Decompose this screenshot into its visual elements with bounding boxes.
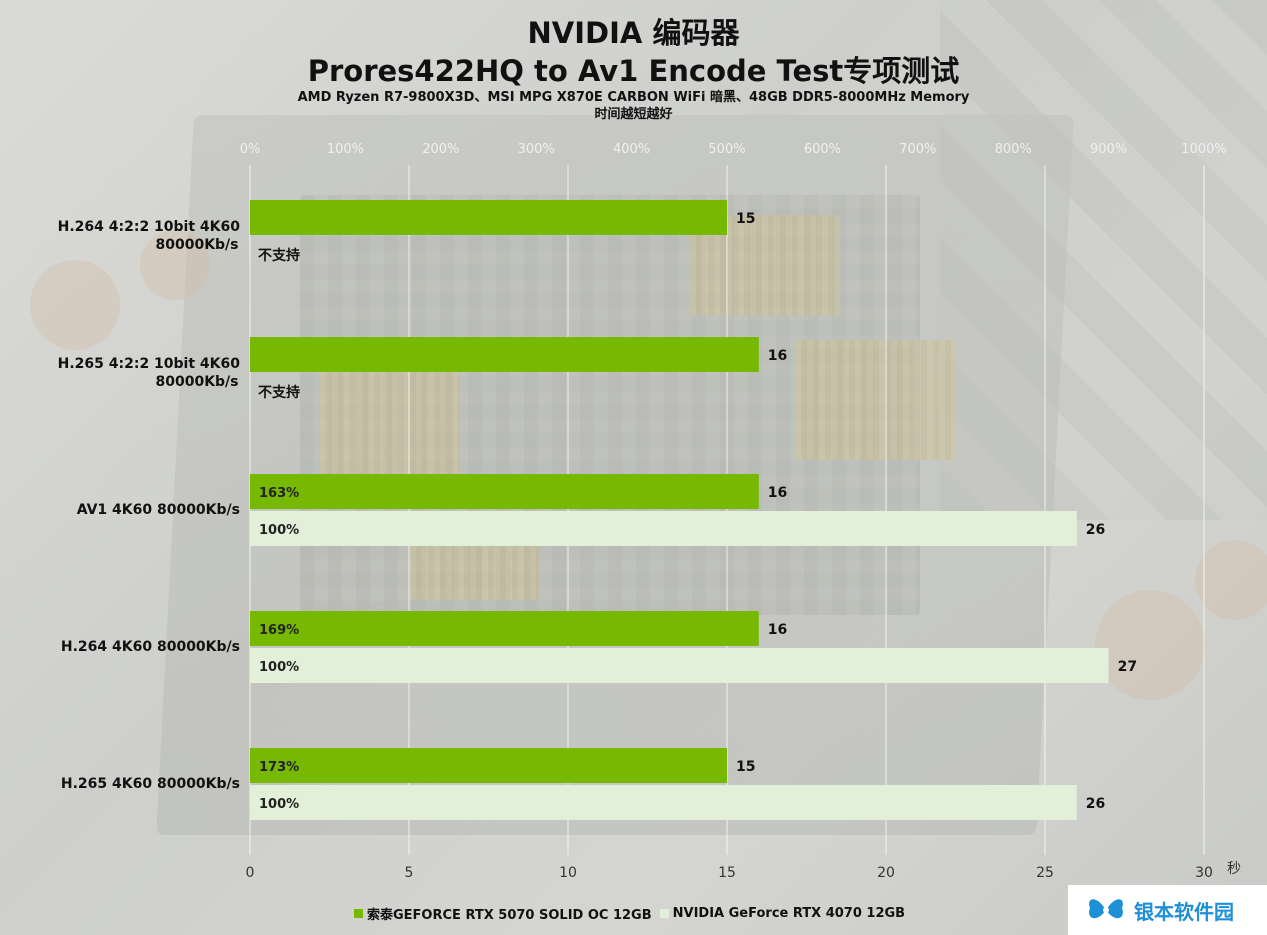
category-label: 80000Kb/s	[155, 374, 238, 390]
top-axis-tick-label: 200%	[422, 142, 459, 157]
bar-percent-label: 100%	[259, 523, 299, 538]
legend-swatch-series2	[659, 909, 669, 918]
bar-percent-label: 100%	[259, 660, 299, 675]
bar-value-label: 26	[1086, 796, 1105, 812]
top-axis-tick-label: 100%	[327, 142, 364, 157]
bar-percent-label: 173%	[259, 760, 299, 775]
chart-note: 时间越短越好	[594, 107, 673, 122]
unsupported-label: 不支持	[258, 384, 300, 401]
category-label: H.264 4K60 80000Kb/s	[61, 639, 240, 655]
legend-label-series2: NVIDIA GeForce RTX 4070 12GB	[672, 906, 906, 921]
bar-series1	[250, 611, 759, 646]
bar-percent-label: 169%	[259, 623, 299, 638]
top-axis-tick-label: 800%	[995, 142, 1032, 157]
x-tick-label: 30	[1195, 865, 1213, 881]
bar-value-label: 26	[1086, 522, 1105, 538]
chart-subtitle: AMD Ryzen R7-9800X3D、MSI MPG X870E CARBO…	[297, 90, 970, 105]
x-tick-label: 15	[718, 865, 736, 881]
bar-series1	[250, 474, 759, 509]
top-axis-tick-label: 500%	[708, 142, 745, 157]
x-tick-label: 20	[877, 865, 895, 881]
x-tick-label: 10	[559, 865, 577, 881]
background-screw-pad	[1195, 540, 1267, 620]
legend-item-series1: 索泰GEFORCE RTX 5070 SOLID OC 12GB	[354, 904, 652, 923]
top-axis-tick-label: 700%	[899, 142, 936, 157]
chart-title: NVIDIA 编码器	[527, 16, 740, 50]
bar-series2	[250, 648, 1109, 683]
logo-text: 银本软件园	[1134, 899, 1234, 924]
background-screw-pad	[140, 230, 210, 300]
site-logo: 银本软件园	[1068, 885, 1267, 935]
background-memory-block	[795, 340, 955, 460]
top-axis-tick-label: 900%	[1090, 142, 1127, 157]
category-label: 80000Kb/s	[155, 237, 238, 253]
legend-label-series1: 索泰GEFORCE RTX 5070 SOLID OC 12GB	[367, 908, 652, 923]
bar-value-label: 27	[1118, 659, 1137, 675]
bar-series2	[250, 785, 1077, 820]
bar-series1	[250, 337, 759, 372]
unsupported-label: 不支持	[258, 247, 300, 264]
x-tick-label: 5	[405, 865, 414, 881]
x-tick-label: 25	[1036, 865, 1054, 881]
top-axis-tick-label: 0%	[240, 142, 261, 157]
category-label: AV1 4K60 80000Kb/s	[77, 502, 240, 518]
bar-value-label: 16	[768, 485, 787, 501]
chart-title-line2: Prores422HQ to Av1 Encode Test专项测试	[307, 54, 960, 88]
top-axis-tick-label: 600%	[804, 142, 841, 157]
legend: 索泰GEFORCE RTX 5070 SOLID OC 12GB NVIDIA …	[354, 904, 905, 923]
bar-value-label: 15	[736, 759, 755, 775]
bar-value-label: 16	[768, 348, 787, 364]
bar-percent-label: 163%	[259, 486, 299, 501]
category-label: H.265 4:2:2 10bit 4K60	[58, 356, 241, 372]
x-tick-label: 0	[246, 865, 255, 881]
category-label: H.264 4:2:2 10bit 4K60	[58, 219, 241, 235]
background-screw-pad	[1095, 590, 1205, 700]
top-axis-tick-label: 400%	[613, 142, 650, 157]
legend-swatch-series1	[354, 909, 363, 918]
bar-percent-label: 100%	[259, 797, 299, 812]
top-axis-tick-label: 1000%	[1181, 142, 1226, 157]
bar-series1	[250, 200, 727, 235]
legend-item-series2: NVIDIA GeForce RTX 4070 12GB	[659, 906, 906, 921]
butterfly-logo-icon	[1089, 899, 1123, 919]
background-screw-pad	[30, 260, 120, 350]
category-label: H.265 4K60 80000Kb/s	[61, 776, 240, 792]
x-axis-unit: 秒	[1227, 861, 1241, 877]
top-axis-tick-label: 300%	[518, 142, 555, 157]
bar-series1	[250, 748, 727, 783]
bar-value-label: 16	[768, 622, 787, 638]
bar-series2	[250, 511, 1077, 546]
background-memory-block	[320, 370, 460, 490]
bar-value-label: 15	[736, 211, 755, 227]
